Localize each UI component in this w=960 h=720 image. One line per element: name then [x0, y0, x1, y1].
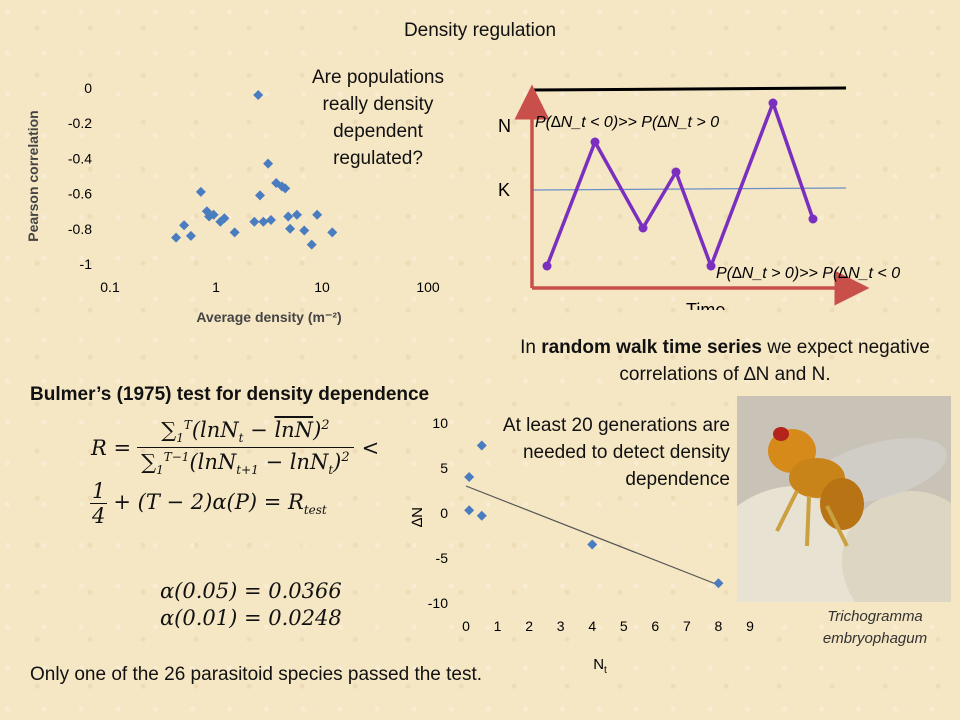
data-point [271, 178, 282, 189]
data-point [713, 578, 724, 589]
random-walk-caption: In random walk time series we expect neg… [520, 337, 930, 385]
correlation-density-chart: 0 -0.2 -0.4 -0.6 -0.8 -1 0.1 1 10 100 Average dens… [25, 80, 440, 325]
data-point [229, 227, 240, 238]
x-tick-label: 3 [557, 618, 565, 634]
x-tick-label: 9 [746, 618, 754, 634]
data-point [291, 209, 302, 220]
data-point [171, 232, 182, 243]
random-walk-diagram: N K Time P(∆N_t < 0)>> P(∆N_t > 0 P(∆N_t… [498, 84, 900, 310]
trajectory-point [808, 214, 818, 224]
data-point [476, 440, 487, 451]
data-point [253, 90, 264, 101]
alpha-values: α(0.05) = 0.0366 α(0.01) = 0.0248 [160, 578, 342, 632]
y-tick-label: -0.6 [68, 186, 92, 202]
trajectory-point [590, 137, 600, 147]
y-tick-label: -5 [436, 550, 449, 566]
alpha-001: α(0.01) = 0.0248 [160, 606, 342, 630]
x-tick-label: 4 [588, 618, 596, 634]
x-axis-label: Nt [593, 656, 607, 676]
x-tick-label: 10 [314, 279, 330, 295]
x-tick-label: 0.1 [100, 279, 120, 295]
trendline [465, 485, 719, 586]
y-axis-label: ∆N [409, 507, 426, 527]
data-point [265, 215, 276, 225]
lower-probability-equation: P(∆N_t > 0)>> P(∆N_t < 0 [716, 265, 900, 282]
data-point [587, 539, 598, 550]
bulmer-formula: R = ∑1T(lnNt − lnN)2 < ∑1T−1(lnNt+1 − ln… [90, 418, 380, 529]
k-label: K [498, 180, 510, 200]
data-point [306, 239, 317, 250]
x-tick-label: 2 [525, 618, 533, 634]
data-point [464, 472, 475, 482]
data-point [299, 225, 310, 236]
carrying-capacity-ceiling [531, 86, 847, 92]
trajectory-point [768, 98, 778, 108]
y-tick-label: -0.4 [68, 150, 92, 166]
data-point [283, 211, 294, 222]
trichogramma-photo [737, 396, 951, 602]
delta-n-chart: 10 5 0 -5 -10 0 1 2 3 4 5 6 7 8 9 Nt ∆N [409, 415, 754, 676]
y-tick-label: -0.8 [68, 221, 92, 237]
x-tick-label: 8 [715, 618, 723, 634]
k-line [531, 187, 847, 191]
y-tick-label: -0.2 [68, 115, 92, 131]
n-label: N [498, 116, 511, 136]
trajectory-point [706, 261, 716, 271]
data-point [254, 190, 265, 201]
y-tick-label: 0 [440, 505, 448, 521]
x-tick-label: 100 [416, 279, 440, 295]
data-point [249, 216, 260, 227]
y-tick-label: 5 [440, 460, 448, 476]
footer-conclusion: Only one of the 26 parasitoid species pa… [30, 664, 483, 685]
data-point [285, 223, 296, 234]
data-point [219, 213, 230, 224]
data-point [263, 158, 274, 169]
data-point [280, 183, 291, 194]
x-tick-label: 6 [651, 618, 659, 634]
data-point [312, 209, 323, 220]
data-point [476, 510, 487, 521]
time-label: Time [686, 300, 725, 310]
research-question: Are populations really density dependent… [311, 67, 445, 169]
data-point [258, 216, 269, 227]
y-tick-label: -10 [428, 595, 448, 611]
trajectory-point [542, 261, 552, 271]
data-point [195, 186, 206, 197]
y-tick-label: 0 [84, 80, 92, 96]
slide-title: Density regulation [403, 20, 557, 41]
y-axis-label: Pearson correlation [25, 110, 41, 242]
x-tick-label: 0 [462, 618, 470, 634]
data-point [179, 220, 190, 231]
data-point [464, 505, 475, 516]
x-tick-label: 5 [620, 618, 628, 634]
data-point [185, 230, 196, 241]
data-point [208, 209, 219, 220]
x-tick-label: 1 [494, 618, 502, 634]
data-point [327, 227, 338, 238]
x-tick-label: 1 [212, 279, 220, 295]
y-tick-label: 10 [432, 415, 448, 431]
x-tick-label: 7 [683, 618, 691, 634]
y-tick-label: -1 [80, 256, 93, 272]
species-caption: Trichogramma embryophagum [822, 608, 928, 647]
bulmer-heading: Bulmer’s (1975) test for density depende… [30, 384, 430, 405]
generations-note: At least 20 generations are needed to de… [502, 415, 730, 490]
trajectory-point [671, 167, 681, 177]
trajectory-point [638, 223, 648, 233]
upper-probability-equation: P(∆N_t < 0)>> P(∆N_t > 0 [535, 114, 719, 131]
x-axis-label: Average density (m⁻²) [196, 309, 341, 325]
alpha-005: α(0.05) = 0.0366 [160, 579, 342, 603]
